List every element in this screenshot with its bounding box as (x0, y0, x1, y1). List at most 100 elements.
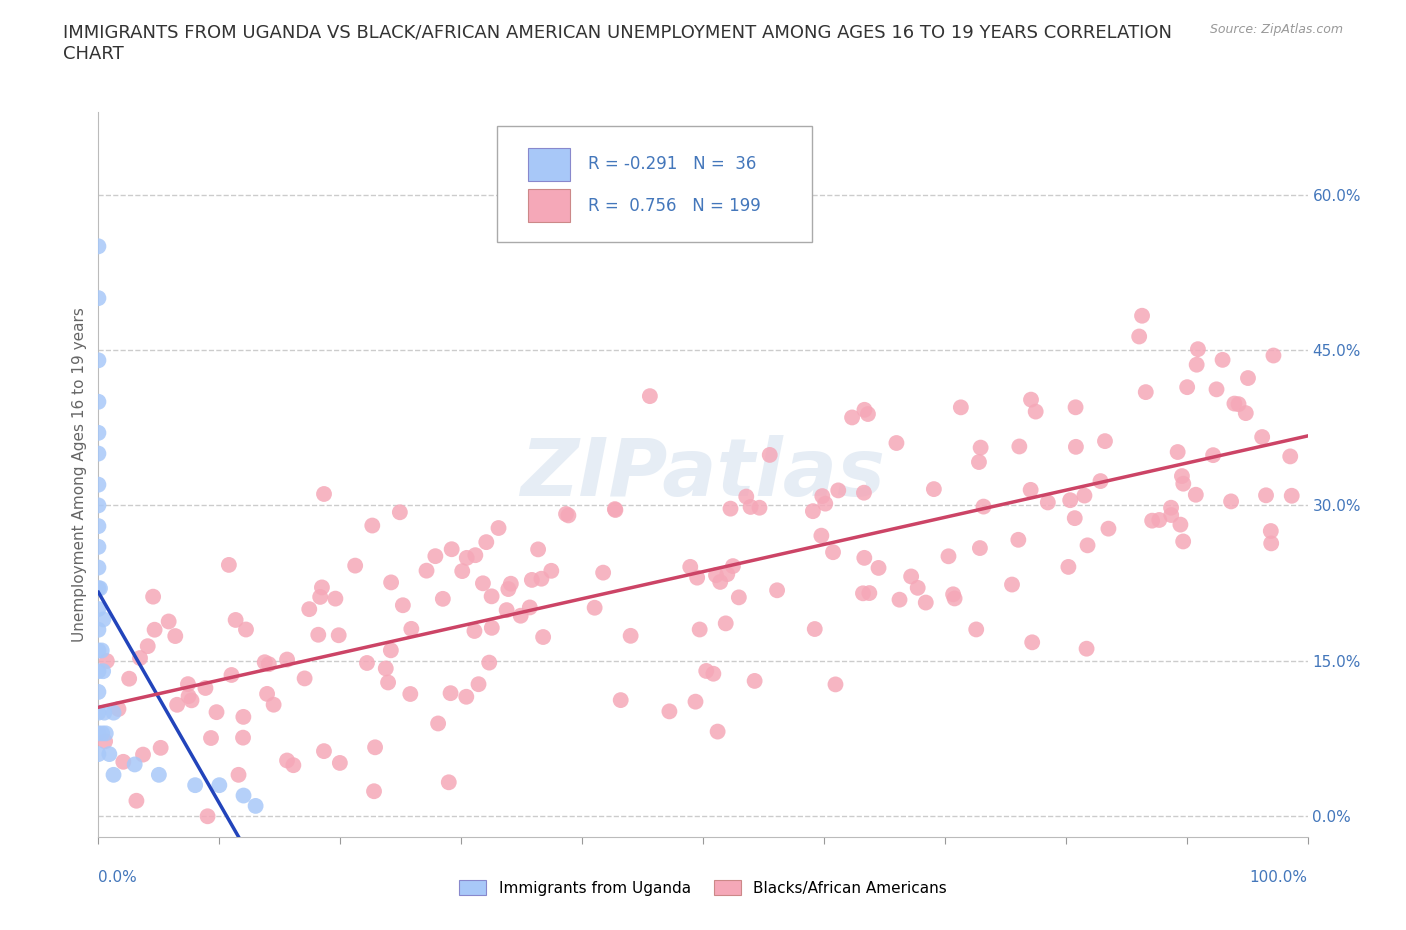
Point (704, 567, 727, 582)
Point (87, 425, 110, 440)
Point (208, 777, 231, 792)
Point (125, 793, 148, 808)
Point (766, 583, 789, 598)
Point (868, 561, 890, 576)
Point (1073, 488, 1095, 503)
Point (1135, 385, 1157, 400)
Point (889, 592, 911, 607)
Point (1057, 560, 1080, 575)
Point (87, 622, 110, 637)
Point (478, 655, 501, 670)
Point (685, 694, 707, 709)
Point (91, 664, 114, 679)
Point (886, 435, 908, 450)
Point (853, 403, 876, 418)
Point (177, 689, 200, 704)
Point (94, 734, 117, 749)
Point (124, 757, 146, 772)
Point (356, 656, 378, 671)
Point (463, 623, 485, 638)
Point (1025, 405, 1047, 419)
Point (467, 677, 489, 692)
Point (942, 587, 965, 602)
Point (488, 521, 510, 536)
Point (87, 477, 110, 492)
Point (803, 621, 825, 636)
Point (401, 621, 423, 636)
Point (87, 747, 110, 762)
Point (1097, 521, 1119, 536)
Point (1234, 405, 1257, 420)
Text: R = -0.291   N =  36: R = -0.291 N = 36 (588, 154, 756, 173)
Point (695, 663, 717, 678)
Point (87, 352, 110, 367)
Point (1260, 536, 1282, 551)
Point (841, 410, 863, 425)
Point (427, 716, 450, 731)
Point (858, 586, 880, 601)
Point (702, 666, 724, 681)
Point (87, 581, 110, 596)
Point (1279, 449, 1302, 464)
Point (827, 483, 849, 498)
Point (527, 542, 550, 557)
Point (1063, 511, 1085, 525)
Point (1090, 473, 1112, 488)
Point (519, 600, 541, 615)
Point (481, 620, 503, 635)
Point (1237, 371, 1260, 386)
Point (328, 628, 350, 643)
Point (1185, 487, 1208, 502)
Point (166, 698, 188, 712)
Point (98, 747, 121, 762)
Point (294, 671, 316, 685)
Point (90, 643, 112, 658)
Point (1130, 309, 1153, 324)
Point (374, 661, 396, 676)
Point (740, 499, 762, 514)
Point (1254, 488, 1277, 503)
Point (1064, 439, 1087, 454)
Point (1007, 532, 1029, 547)
Point (679, 560, 702, 575)
Point (1202, 447, 1225, 462)
Point (329, 755, 352, 770)
Point (1021, 635, 1043, 650)
Point (900, 569, 922, 584)
Point (87, 726, 110, 741)
Point (399, 686, 422, 701)
Point (218, 557, 240, 572)
Point (1185, 357, 1208, 372)
Point (969, 540, 991, 555)
Point (1008, 439, 1031, 454)
Point (810, 528, 832, 543)
Point (93, 612, 115, 627)
Point (180, 693, 202, 708)
Point (557, 508, 579, 523)
Point (592, 565, 614, 580)
Point (499, 577, 522, 591)
Point (94, 726, 117, 741)
Text: Source: ZipAtlas.com: Source: ZipAtlas.com (1209, 23, 1343, 36)
Point (1223, 396, 1246, 411)
Point (165, 629, 187, 644)
Point (87, 560, 110, 575)
Point (87, 684, 110, 699)
Point (1171, 469, 1194, 484)
Point (380, 643, 402, 658)
Point (1167, 445, 1189, 459)
Point (686, 570, 709, 585)
Point (1220, 494, 1243, 509)
Point (205, 705, 228, 720)
Point (721, 559, 744, 574)
Point (232, 730, 254, 745)
Point (609, 693, 631, 708)
Point (107, 701, 129, 716)
Point (1019, 483, 1042, 498)
Point (1076, 538, 1098, 552)
Point (87, 705, 110, 720)
Point (814, 497, 837, 512)
Point (965, 622, 987, 637)
Point (263, 698, 285, 712)
Point (540, 564, 562, 578)
